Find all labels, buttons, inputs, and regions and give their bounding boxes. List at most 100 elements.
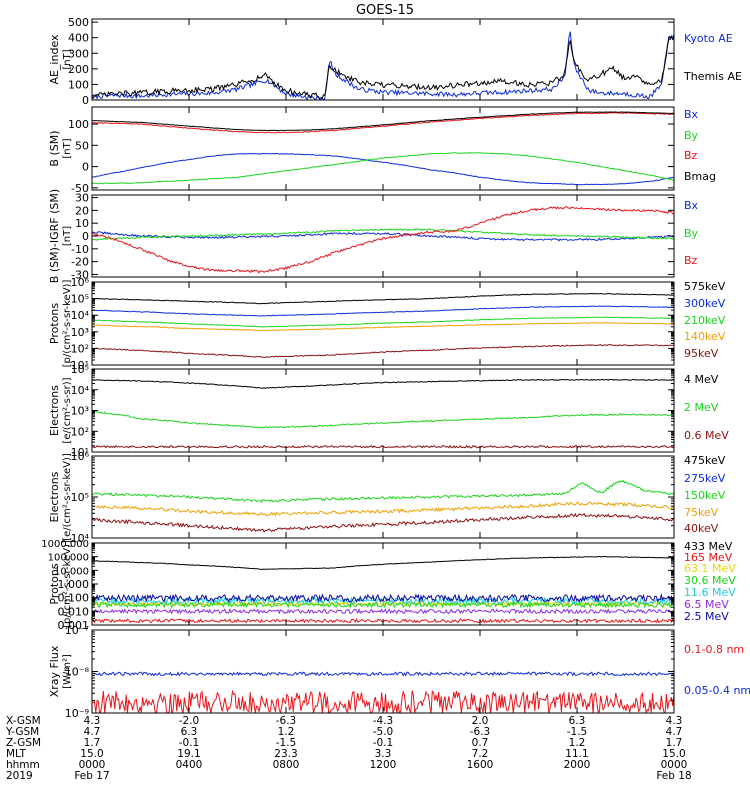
x-row-value: 19.1 <box>177 748 200 760</box>
y-tick-label: 1000.000 <box>41 539 89 550</box>
y-axis-unit: [e/(cm²-s-sr)] <box>62 377 73 443</box>
series-line-75kev <box>92 501 674 517</box>
y-tick-label: 30 <box>75 192 89 205</box>
y-axis-label: Xray Flux <box>48 645 61 697</box>
x-row-value: 15.0 <box>80 748 103 760</box>
y-tick-label: 10 <box>75 217 89 230</box>
y-axis-unit: [nT] <box>62 138 73 158</box>
y-tick-label: 10² <box>71 342 89 355</box>
x-row-value: Feb 18 <box>656 770 691 782</box>
x-row-value: 4.7 <box>666 726 683 738</box>
legend-entry: 475keV <box>684 454 726 467</box>
series-line-0-1-0-8-nm <box>92 689 674 713</box>
legend-entry: Kyoto AE <box>684 32 733 45</box>
y-tick-label: 10⁻⁹ <box>65 707 89 720</box>
y-tick-label: 10⁶ <box>71 276 90 289</box>
x-row-value: 1.7 <box>84 737 101 749</box>
legend-entry: 2 MeV <box>684 401 719 414</box>
x-row-label: Z-GSM <box>6 737 41 749</box>
legend-entry: Bmag <box>684 170 716 183</box>
series-line-140kev <box>92 322 674 332</box>
x-row-value: 4.3 <box>84 715 101 727</box>
x-row-value: 11.1 <box>565 748 588 760</box>
series-line-by <box>92 228 674 241</box>
series-line-30-6-mev <box>92 601 674 609</box>
y-tick-label: 0 <box>82 161 89 174</box>
x-row-value: 1.2 <box>569 737 586 749</box>
panel-xray: 10⁻⁹ 10⁻⁸ 10⁻⁷ Xray Flux [W/m²] 0.1-0.8 nm 0.0… <box>48 624 750 720</box>
legend-entry: 575keV <box>684 280 726 293</box>
x-axis-table: X-GSM 4.3 -2.0 -6.3 -4.3 2.0 6.3 4.3 Y-GSM 4.7 6.3… <box>5 715 692 782</box>
legend-entry: 2.5 MeV <box>684 610 729 623</box>
y-tick-label: 100.000 <box>48 553 89 564</box>
series-line-6-5-mev <box>92 607 674 615</box>
series-line-575kev <box>92 292 674 305</box>
y-tick-label: 10⁵ <box>71 363 89 376</box>
x-row-value: 0000 <box>79 759 106 771</box>
x-row-value: Feb 17 <box>74 770 109 782</box>
y-axis-label: Protons <box>48 563 61 604</box>
legend-entry: 150keV <box>684 489 726 502</box>
y-tick-label: 10.000 <box>54 566 89 577</box>
legend-entry: 75keV <box>684 506 719 519</box>
y-axis-unit: [p/(cm²-s-sr-keV)] <box>62 280 73 368</box>
legend-entry: 0.1-0.8 nm <box>684 643 744 656</box>
y-tick-label: 1.000 <box>58 578 90 591</box>
legend-entry: 0.6 MeV <box>684 429 729 442</box>
series-line-300kev <box>92 305 674 317</box>
y-tick-label: -10 <box>71 243 89 256</box>
legend-entry: 433 MeV <box>684 540 733 553</box>
series-line-210kev <box>92 316 674 328</box>
legend-entry: Themis AE <box>683 70 742 83</box>
x-row-value: 3.3 <box>375 748 392 760</box>
x-row-value: 4.7 <box>84 726 101 738</box>
legend-entry: 165 MeV <box>684 551 733 564</box>
y-tick-label: -20 <box>71 256 89 269</box>
x-row-value: 1600 <box>467 759 494 771</box>
panel-bsm: -50 0 50 100 B (SM) [nT] Bx By Bz Bmag <box>48 106 716 195</box>
y-axis-unit: [p/(cm²-s-sr-keV)] <box>62 540 73 628</box>
legend-entry: 95keV <box>684 347 719 360</box>
figure-title: GOES-15 <box>356 3 414 18</box>
y-tick-label: 0.001 <box>58 619 90 632</box>
y-tick-label: 0 <box>82 94 89 107</box>
y-tick-label: -30 <box>71 268 89 281</box>
x-row-label: hhmm <box>6 759 40 771</box>
y-tick-label: 10⁴ <box>71 532 90 545</box>
legend-entry: 6.5 MeV <box>684 598 729 611</box>
x-row-value: -6.3 <box>470 726 491 738</box>
legend-entry: 300keV <box>684 297 726 310</box>
y-tick-label: 10³ <box>71 405 89 418</box>
series-line-bz <box>92 112 674 134</box>
y-axis-label: B (SM)-IGRF (SM) <box>48 189 61 283</box>
y-tick-label: 0 <box>82 230 89 243</box>
y-tick-label: 100 <box>68 78 89 91</box>
y-axis-unit: [nT] <box>62 226 73 246</box>
legend-entry: 63.1 MeV <box>684 562 736 575</box>
x-row-label: Y-GSM <box>5 726 39 738</box>
y-tick-label: 10⁶ <box>71 450 90 463</box>
x-row-value: 6.3 <box>181 726 198 738</box>
panel-protons: 10¹ 10² 10³ 10⁴ 10⁵ 10⁶ Protons [p/(cm²-s-sr-ke… <box>48 276 726 372</box>
y-tick-label: 10³ <box>71 326 89 339</box>
x-row-value: 1200 <box>370 759 397 771</box>
x-row-value: 0.7 <box>472 737 489 749</box>
legend-entry: 4 MeV <box>684 373 719 386</box>
x-row-value: -4.3 <box>373 715 394 727</box>
y-tick-label: 500 <box>68 16 89 29</box>
legend-entry: 275keV <box>684 472 726 485</box>
series-line-bz <box>92 206 674 274</box>
legend-entry: By <box>684 227 699 240</box>
x-row-label: MLT <box>6 748 26 760</box>
y-axis-unit: [e/(cm²-s-sr-keV)] <box>62 453 73 541</box>
x-row-value: 1.2 <box>278 726 295 738</box>
y-tick-label: -50 <box>71 182 89 195</box>
x-row-value: 6.3 <box>569 715 586 727</box>
y-tick-label: 20 <box>75 204 89 217</box>
legend-entry: Bx <box>684 199 699 212</box>
y-tick-label: 50 <box>75 139 89 152</box>
x-row-value: -0.1 <box>373 737 394 749</box>
panel-electrons_kev: 10⁴ 10⁵ 10⁶ Electrons [e/(cm²-s-sr-keV)] 475k… <box>48 450 726 545</box>
